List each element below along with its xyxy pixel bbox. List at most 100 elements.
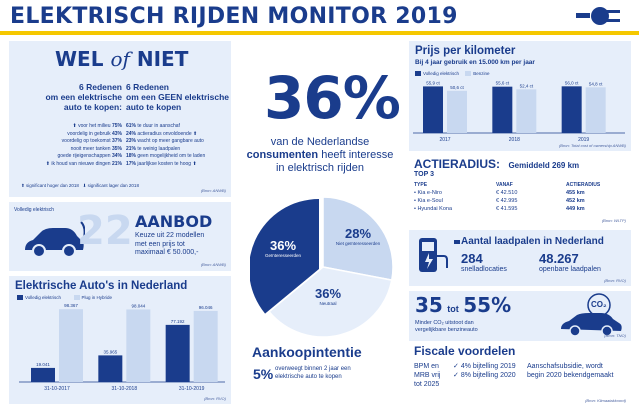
interest-big-pct: 36%	[264, 64, 401, 132]
pie-label-geinteresseerden: 36% Geïnteresseerden	[264, 238, 302, 258]
autos-nl-legend: Volledig elektrisch Plug in Hybride	[17, 295, 112, 301]
car-charging-icon	[25, 221, 85, 258]
data-label: 98.367	[64, 303, 78, 308]
aanbod-panel: Volledig elektrisch 22 AANBOD Keuze uit …	[9, 202, 231, 271]
wel-of-niet-panel: WEL of NIET 6 Redenen om een elektrische…	[9, 41, 231, 197]
reason-item: 18% geen mogelijkheid om te laden	[126, 153, 231, 161]
tick-label: 31-10-2017	[44, 386, 70, 392]
reason-text: jaarlijkse kosten te hoog	[137, 160, 192, 167]
car-price: € 41.595	[496, 206, 518, 212]
reason-pct: 21%	[126, 145, 137, 152]
reason-item: 24% actieradius onvoldoende ⬆	[126, 131, 231, 139]
autos-nl-title: Elektrische Auto's in Nederland	[15, 280, 188, 292]
car-range: 452 km	[566, 198, 585, 204]
reason-pct: 21%	[111, 160, 122, 167]
car-model: • Hyundai Kona	[414, 206, 453, 212]
autos-nl-bar-chart: 19.041 98.367 31-10-2017 35.965 98.044 31-10-…	[19, 303, 225, 392]
car-co2-icon	[561, 293, 622, 337]
bar	[165, 324, 190, 382]
check-icon: ✓	[453, 363, 459, 370]
header-divider	[0, 31, 639, 35]
fiscaal-col1: BPM en MRB vrij tot 2025	[414, 363, 441, 388]
data-label: 96.046	[199, 305, 213, 310]
co2-text: Minder CO₂ uitstoot dan vergelijkbare be…	[415, 320, 478, 333]
data-label: 98.044	[131, 303, 145, 308]
source-tno: (Bron: TNO)	[604, 333, 626, 338]
tick-label: 2018	[509, 137, 520, 143]
reason-item: 21% te weinig laadpalen	[126, 146, 231, 154]
data-label: 52,4 ct	[520, 83, 534, 88]
aanbod-tag: Volledig elektrisch	[14, 207, 55, 213]
reason-item: voordelig op toekomst 37%	[17, 138, 122, 146]
actieradius-heading: ACTIERADIUS: Gemiddeld 269 km	[414, 157, 580, 171]
arrow-up-icon: ⬆	[72, 123, 79, 129]
reason-pct: 24%	[126, 130, 137, 137]
reason-item: voordelig in gebruik 43%	[17, 131, 122, 139]
bar	[98, 355, 123, 382]
reason-item: 61% te duur in aanschaf	[126, 123, 231, 131]
reason-item: nooit meer tanken 35%	[17, 146, 122, 154]
source-rvo-2: (Bron: RVO)	[604, 278, 626, 283]
bar	[561, 86, 582, 133]
data-label: 77.192	[171, 319, 185, 324]
bar	[31, 367, 55, 382]
open-label: openbare laadpalen	[539, 266, 601, 273]
bar	[447, 90, 467, 133]
actieradius-row: • Hyundai Kona € 41.595 449 km	[414, 206, 624, 214]
charging-station-icon	[419, 238, 448, 272]
tick-label: 31-10-2018	[112, 386, 138, 392]
reason-text: actieradius onvoldoende	[137, 130, 192, 137]
source-anwb-2: (Bron: ANWB)	[200, 262, 226, 267]
reason-pct: 34%	[111, 153, 122, 160]
autos-nl-panel: Elektrische Auto's in Nederland Volledig…	[9, 276, 231, 404]
snel-num: 284	[461, 251, 483, 266]
reason-pct: 75%	[111, 123, 122, 129]
pie-label-neutraal: 36% Neutraal	[314, 286, 342, 306]
reasons-yes-list: ⬆ voor het milieu 75% voordelig in gebrui…	[17, 123, 122, 169]
reason-text: ik houd van nieuwe dingen	[51, 160, 111, 167]
prijs-bar-chart: 55,9 ct 50,6 ct 2017 55,6 ct 52,4 ct 2018 56,0…	[413, 80, 625, 143]
co2-bubble-label: CO₂	[591, 300, 607, 309]
reason-text: voordelig in gebruik	[67, 130, 111, 137]
fiscaal-title: Fiscale voordelen	[414, 344, 516, 358]
data-label: 54,8 ct	[589, 81, 603, 86]
reason-pct: 17%	[126, 160, 137, 167]
logo-plug-icon	[576, 6, 628, 26]
data-label: 50,6 ct	[450, 85, 464, 90]
bar	[585, 87, 606, 133]
prijs-title: Prijs per kilometer	[415, 45, 516, 57]
tick-label: 2019	[578, 137, 589, 143]
arrow-up-icon: ⬆	[191, 160, 197, 167]
aankoop-text: overweegt binnen 2 jaar een elektrische …	[275, 366, 351, 380]
reason-pct: 43%	[111, 130, 122, 137]
actieradius-block: ACTIERADIUS: Gemiddeld 269 km TOP 3 TYPE…	[414, 157, 626, 223]
arrow-up-icon: ⬆	[21, 183, 25, 188]
bar	[193, 310, 218, 382]
pie-label-niet: 28% Niet geïnteresseerden	[335, 226, 381, 246]
snel-label: snelladlocaties	[461, 266, 507, 273]
fiscaal-col2: ✓ 4% bijtelling 2019 ✓ 8% bijtelling 202…	[453, 363, 516, 379]
bar	[492, 86, 513, 133]
source-wltp: (Bron: WLTP)	[601, 218, 626, 223]
car-model: • Kia e-Niro	[414, 190, 442, 196]
reason-item: 23% wacht op meer gangbare auto	[126, 138, 231, 146]
data-label: 55,6 ct	[496, 81, 510, 86]
pie-slice	[250, 199, 319, 314]
co2-range: 35 tot 55%	[415, 293, 512, 317]
arrow-up-icon: ⬆	[191, 130, 198, 137]
interest-text: van de Nederlandse consumenten heeft int…	[246, 136, 394, 174]
prijs-subtitle: Bij 4 jaar gebruik en 15.000 km per jaar	[415, 59, 535, 66]
reason-item: 17% jaarlijkse kosten te hoog ⬆	[126, 161, 231, 169]
reasons-no-list: 61% te duur in aanschaf 24% actieradius o…	[126, 123, 231, 169]
tick-label: 2017	[439, 137, 450, 143]
reason-text: voor het milieu	[78, 123, 111, 129]
bar	[126, 309, 151, 382]
data-label: 35.965	[103, 349, 117, 354]
reason-pct: 18%	[126, 153, 137, 160]
actieradius-row: • Kia e-Soul € 42.995 452 km	[414, 198, 624, 206]
reason-text: nooit meer tanken	[70, 145, 111, 152]
prijs-legend: Volledig elektrisch Benzine	[415, 71, 490, 77]
reason-text: voordelig op toekomst	[61, 138, 111, 145]
source-rvo-1: (Bron: RVO)	[204, 396, 226, 401]
header-title: ELEKTRISCH RIJDEN MONITOR 2019	[10, 4, 458, 29]
